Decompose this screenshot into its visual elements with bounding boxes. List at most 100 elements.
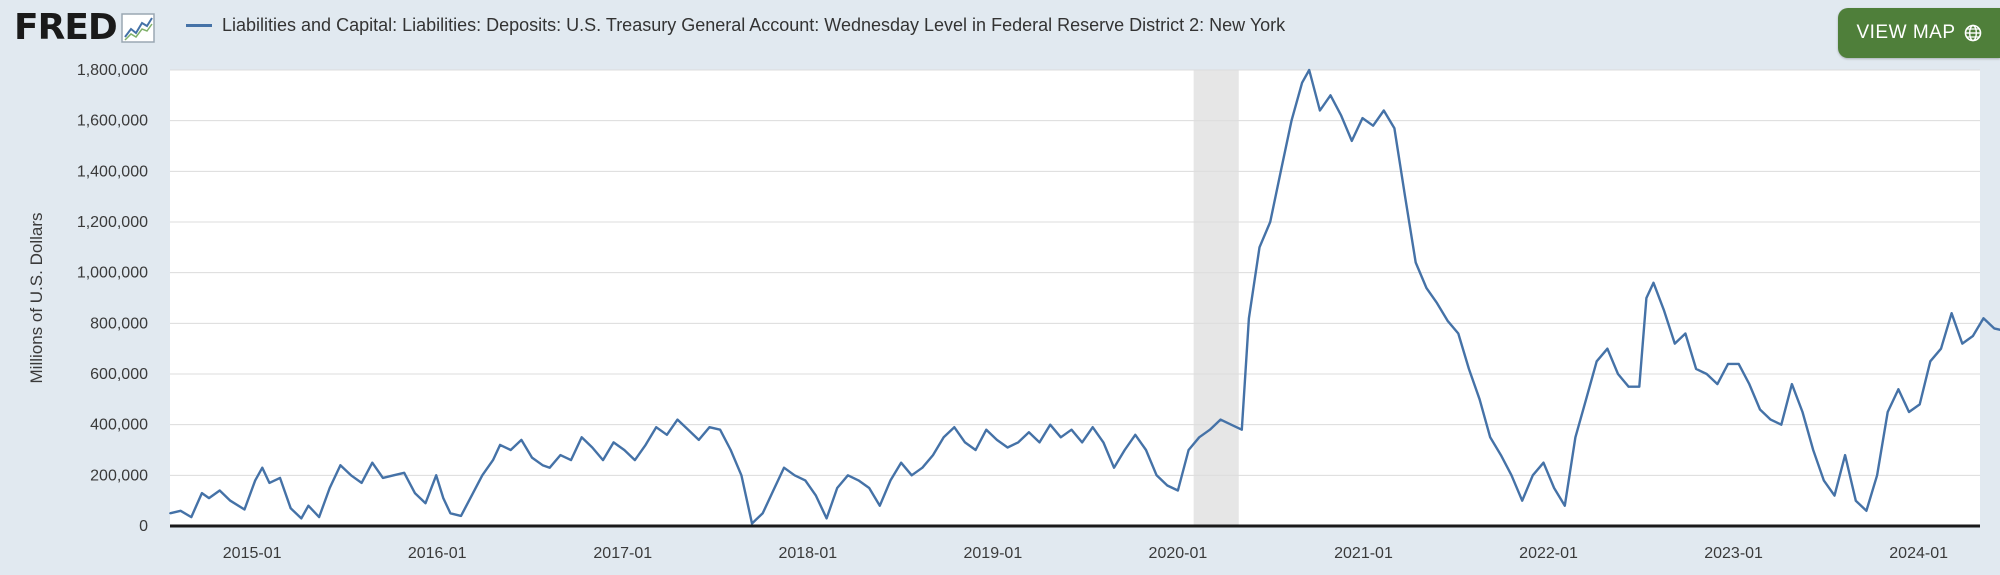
data-point — [470, 494, 473, 497]
data-point — [836, 487, 839, 489]
data-point — [1993, 327, 1996, 330]
data-point — [1308, 69, 1311, 71]
plot-area — [170, 70, 1980, 526]
data-point — [932, 454, 934, 456]
data-point — [1049, 423, 1052, 426]
data-point — [1219, 418, 1222, 421]
data-point — [1553, 487, 1555, 489]
data-point — [580, 436, 583, 439]
data-point — [900, 461, 902, 464]
data-point — [1737, 363, 1740, 365]
data-point — [208, 497, 210, 499]
data-point — [520, 439, 523, 441]
data-point — [804, 479, 807, 482]
data-point — [1617, 373, 1619, 375]
data-point — [815, 494, 817, 497]
data-point — [328, 487, 331, 489]
data-point — [1876, 474, 1878, 477]
data-point — [1684, 332, 1687, 335]
data-point — [1166, 484, 1169, 487]
view-map-button[interactable]: VIEW MAP — [1838, 8, 2000, 58]
data-point — [460, 515, 462, 517]
data-point — [644, 444, 647, 446]
data-point — [1673, 342, 1676, 345]
data-point — [1929, 360, 1932, 363]
data-point — [1059, 436, 1062, 439]
data-point — [268, 482, 271, 484]
y-tick-label: 200,000 — [90, 467, 148, 484]
data-point — [634, 459, 636, 461]
data-point — [910, 474, 913, 477]
data-point — [1727, 363, 1729, 365]
data-point — [1187, 449, 1190, 451]
data-point — [740, 474, 743, 477]
data-point — [1177, 489, 1179, 492]
data-point — [793, 474, 796, 477]
data-point — [1531, 474, 1534, 477]
fred-logo[interactable]: FRED — [14, 8, 155, 48]
recession-band — [1193, 70, 1239, 526]
data-point — [1290, 119, 1293, 122]
data-point — [857, 479, 860, 482]
data-point — [623, 449, 626, 451]
data-point — [1940, 347, 1942, 350]
data-point — [435, 474, 438, 477]
data-point — [1279, 170, 1282, 173]
data-point — [548, 466, 551, 469]
y-tick-label: 800,000 — [90, 315, 148, 332]
data-point — [985, 428, 988, 431]
data-point — [1038, 441, 1041, 444]
data-point — [300, 517, 303, 520]
data-point — [591, 446, 594, 449]
data-point — [1638, 385, 1641, 388]
data-point — [1258, 246, 1261, 249]
data-point — [1361, 117, 1364, 119]
data-point — [666, 433, 668, 436]
data-point — [261, 466, 264, 469]
data-point — [1489, 436, 1492, 439]
data-point — [360, 482, 363, 484]
data-point — [1982, 317, 1985, 320]
data-point — [878, 504, 881, 507]
data-point — [449, 512, 452, 515]
data-point — [1006, 446, 1009, 449]
data-point — [1382, 109, 1385, 112]
data-point — [1854, 499, 1857, 502]
data-point — [1585, 398, 1587, 401]
data-point — [392, 474, 395, 477]
data-point — [1457, 332, 1460, 335]
view-map-label: VIEW MAP — [1856, 22, 1956, 43]
data-point — [1865, 509, 1868, 512]
data-point — [1319, 109, 1321, 112]
data-point — [602, 459, 604, 461]
data-point — [339, 464, 342, 467]
data-point — [570, 459, 572, 461]
data-point — [825, 517, 828, 520]
data-point — [1113, 466, 1115, 469]
data-point — [612, 441, 615, 444]
data-point — [1102, 441, 1105, 444]
data-point — [1510, 474, 1513, 477]
data-point — [371, 461, 374, 464]
data-point — [1269, 221, 1272, 223]
data-point — [1017, 441, 1020, 444]
data-point — [509, 449, 512, 451]
y-axis-label: Millions of U.S. Dollars — [27, 213, 46, 384]
x-tick-label: 2021-01 — [1334, 545, 1393, 562]
data-point — [424, 502, 427, 505]
data-point — [996, 439, 998, 441]
data-point — [1627, 385, 1630, 388]
data-point — [229, 499, 232, 502]
y-tick-label: 1,200,000 — [77, 214, 148, 231]
data-point — [442, 497, 445, 499]
data-point — [541, 464, 544, 467]
x-tick-label: 2022-01 — [1519, 545, 1578, 562]
data-point — [307, 504, 310, 507]
data-point — [1209, 428, 1211, 431]
data-point — [1145, 449, 1147, 451]
data-point — [1446, 319, 1449, 322]
data-point — [254, 479, 257, 482]
data-point — [1521, 499, 1524, 502]
data-point — [218, 489, 221, 492]
